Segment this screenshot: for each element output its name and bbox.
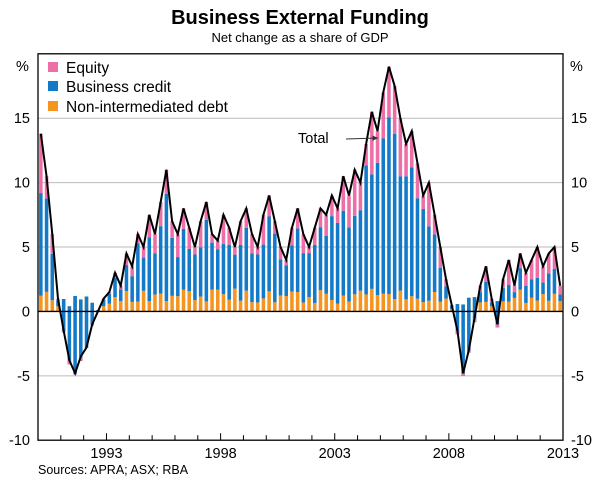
svg-text:1993: 1993 — [90, 446, 122, 462]
svg-text:10: 10 — [571, 176, 587, 192]
svg-text:0: 0 — [571, 304, 579, 320]
svg-text:2008: 2008 — [433, 446, 465, 462]
svg-text:-10: -10 — [9, 433, 30, 449]
svg-text:-5: -5 — [571, 369, 584, 385]
svg-text:15: 15 — [571, 111, 587, 127]
svg-text:0: 0 — [22, 304, 30, 320]
svg-text:2003: 2003 — [319, 446, 351, 462]
svg-text:2013: 2013 — [547, 446, 579, 462]
svg-text:5: 5 — [22, 240, 30, 256]
svg-text:10: 10 — [14, 176, 30, 192]
svg-text:-5: -5 — [17, 369, 30, 385]
svg-text:5: 5 — [571, 240, 579, 256]
svg-text:1998: 1998 — [204, 446, 236, 462]
svg-text:15: 15 — [14, 111, 30, 127]
